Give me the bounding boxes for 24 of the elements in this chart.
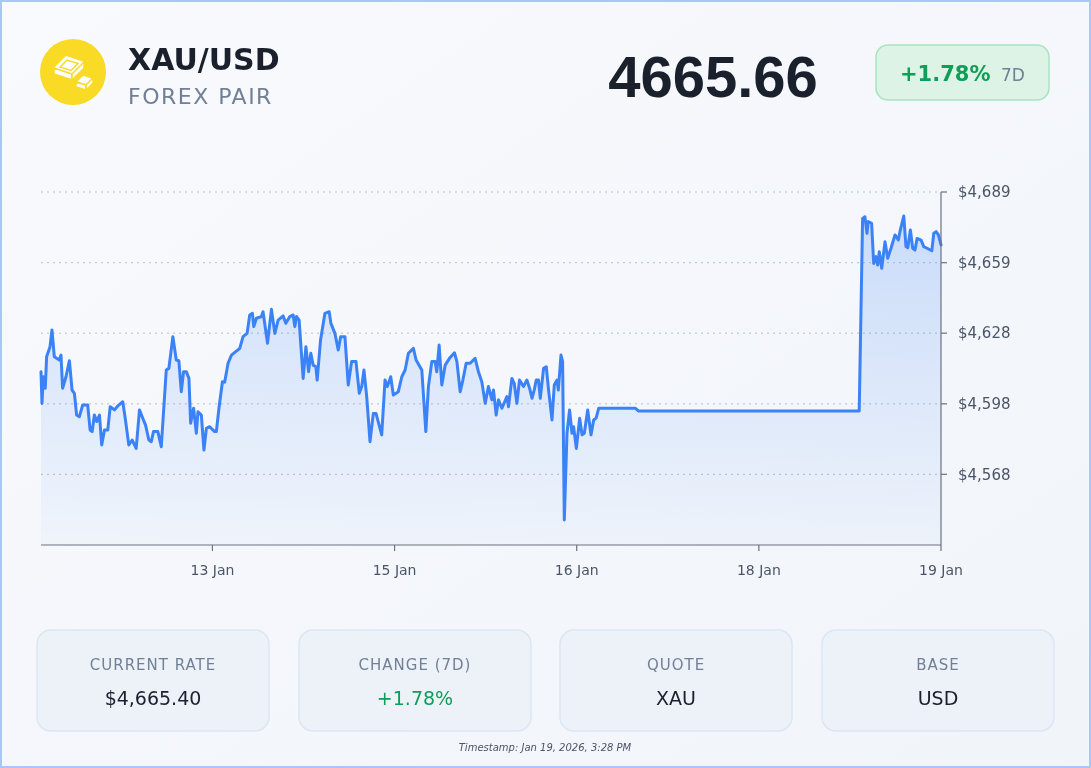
y-tick-label: $4,689 [958,183,1011,202]
x-tick-label: 15 Jan [372,562,417,578]
text: USD [917,687,959,709]
text: +1.78% [900,62,991,86]
x-tick-label: 16 Jan [554,562,599,578]
y-tick-label: $4,659 [958,253,1011,272]
x-tick-label: 18 Jan [736,562,781,578]
text: CURRENT RATE [89,656,217,674]
chart-subtitle: FOREX PAIR [128,84,273,109]
text: 4665.66 [608,44,818,109]
text: XAU [656,687,696,709]
x-tick-label: 19 Jan [919,562,963,578]
text: Timestamp: Jan 19, 2026, 3:28 PM [458,742,632,753]
x-tick-label: 13 Jan [190,562,235,578]
text: 7D [1001,65,1025,85]
y-tick-label: $4,568 [958,465,1011,484]
text: QUOTE [646,656,706,674]
text: BASE [916,656,960,674]
y-tick-label: $4,598 [958,395,1011,414]
text: CHANGE (7D) [358,656,472,674]
y-tick-label: $4,628 [958,324,1011,343]
text: +1.78% [376,687,454,709]
chart-title: XAU/USD [128,42,280,77]
text: $4,665.40 [104,687,202,709]
